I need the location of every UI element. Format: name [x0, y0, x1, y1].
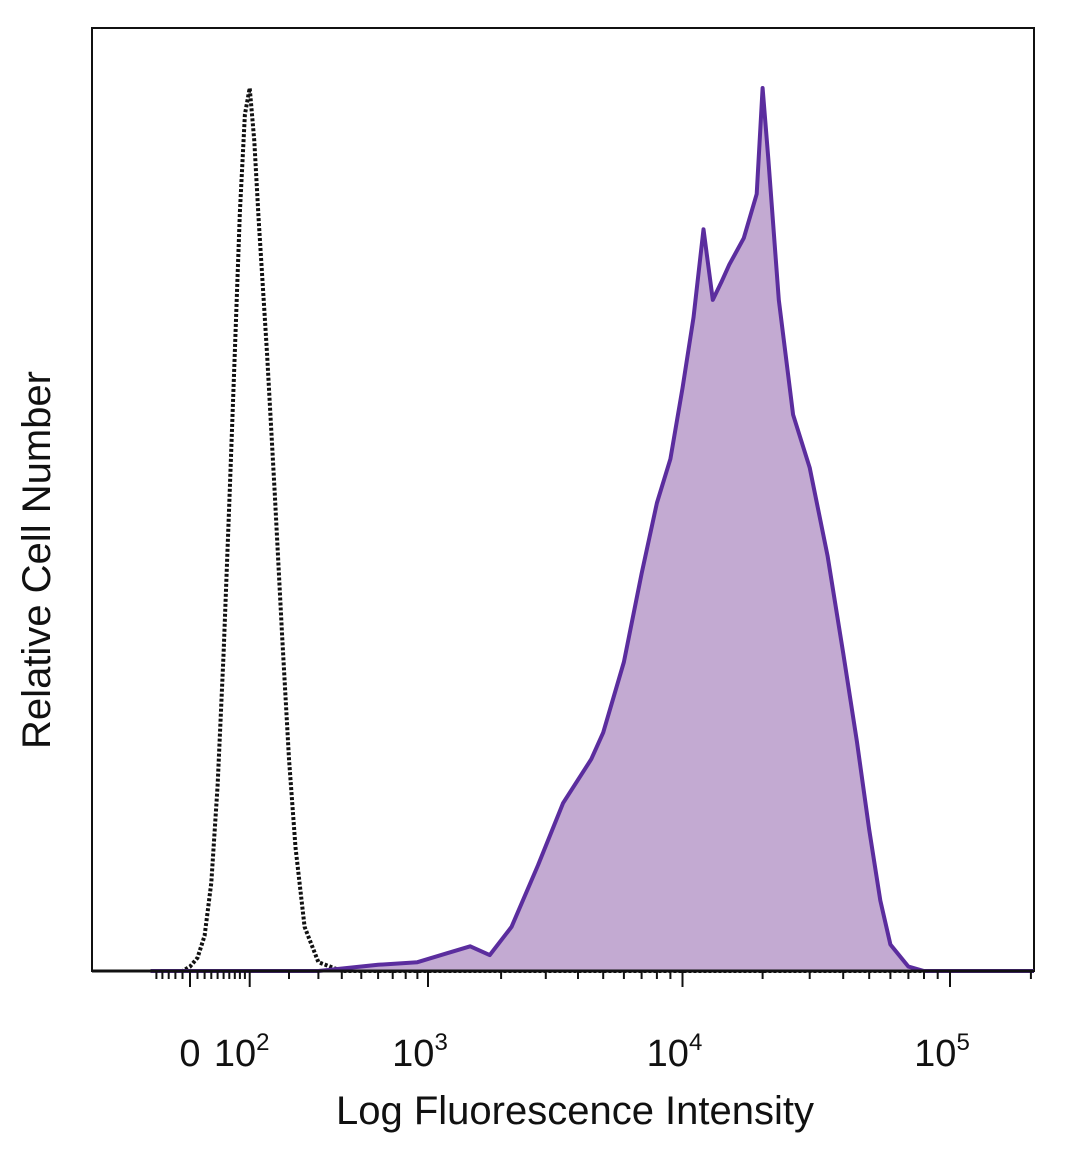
x-tick-label: 102 — [214, 1029, 270, 1075]
x-tick-label-exponent: 4 — [689, 1029, 702, 1056]
x-tick-label: 103 — [392, 1029, 448, 1075]
x-tick-label: 104 — [647, 1029, 703, 1075]
x-axis-ticks — [155, 971, 1032, 987]
series-layer — [150, 86, 1034, 973]
x-tick-label-exponent: 3 — [434, 1029, 447, 1056]
stained-histogram-line — [150, 86, 1034, 973]
x-axis-title: Log Fluorescence Intensity — [336, 1089, 814, 1133]
x-tick-label: 0 — [179, 1033, 200, 1075]
y-axis-title: Relative Cell Number — [15, 371, 59, 749]
x-tick-label-exponent: 5 — [956, 1029, 969, 1056]
stained-histogram-fill — [150, 88, 1034, 971]
x-tick-label-base: 10 — [647, 1033, 689, 1075]
x-tick-label-base: 10 — [214, 1033, 256, 1075]
x-tick-label-base: 10 — [914, 1033, 956, 1075]
control-histogram-line — [150, 86, 1034, 973]
x-tick-label-exponent: 2 — [256, 1029, 269, 1056]
x-tick-label-base: 10 — [392, 1033, 434, 1075]
x-tick-label: 105 — [914, 1029, 970, 1075]
x-axis-tick-labels: 0 102 103 104 105 — [179, 1029, 969, 1075]
